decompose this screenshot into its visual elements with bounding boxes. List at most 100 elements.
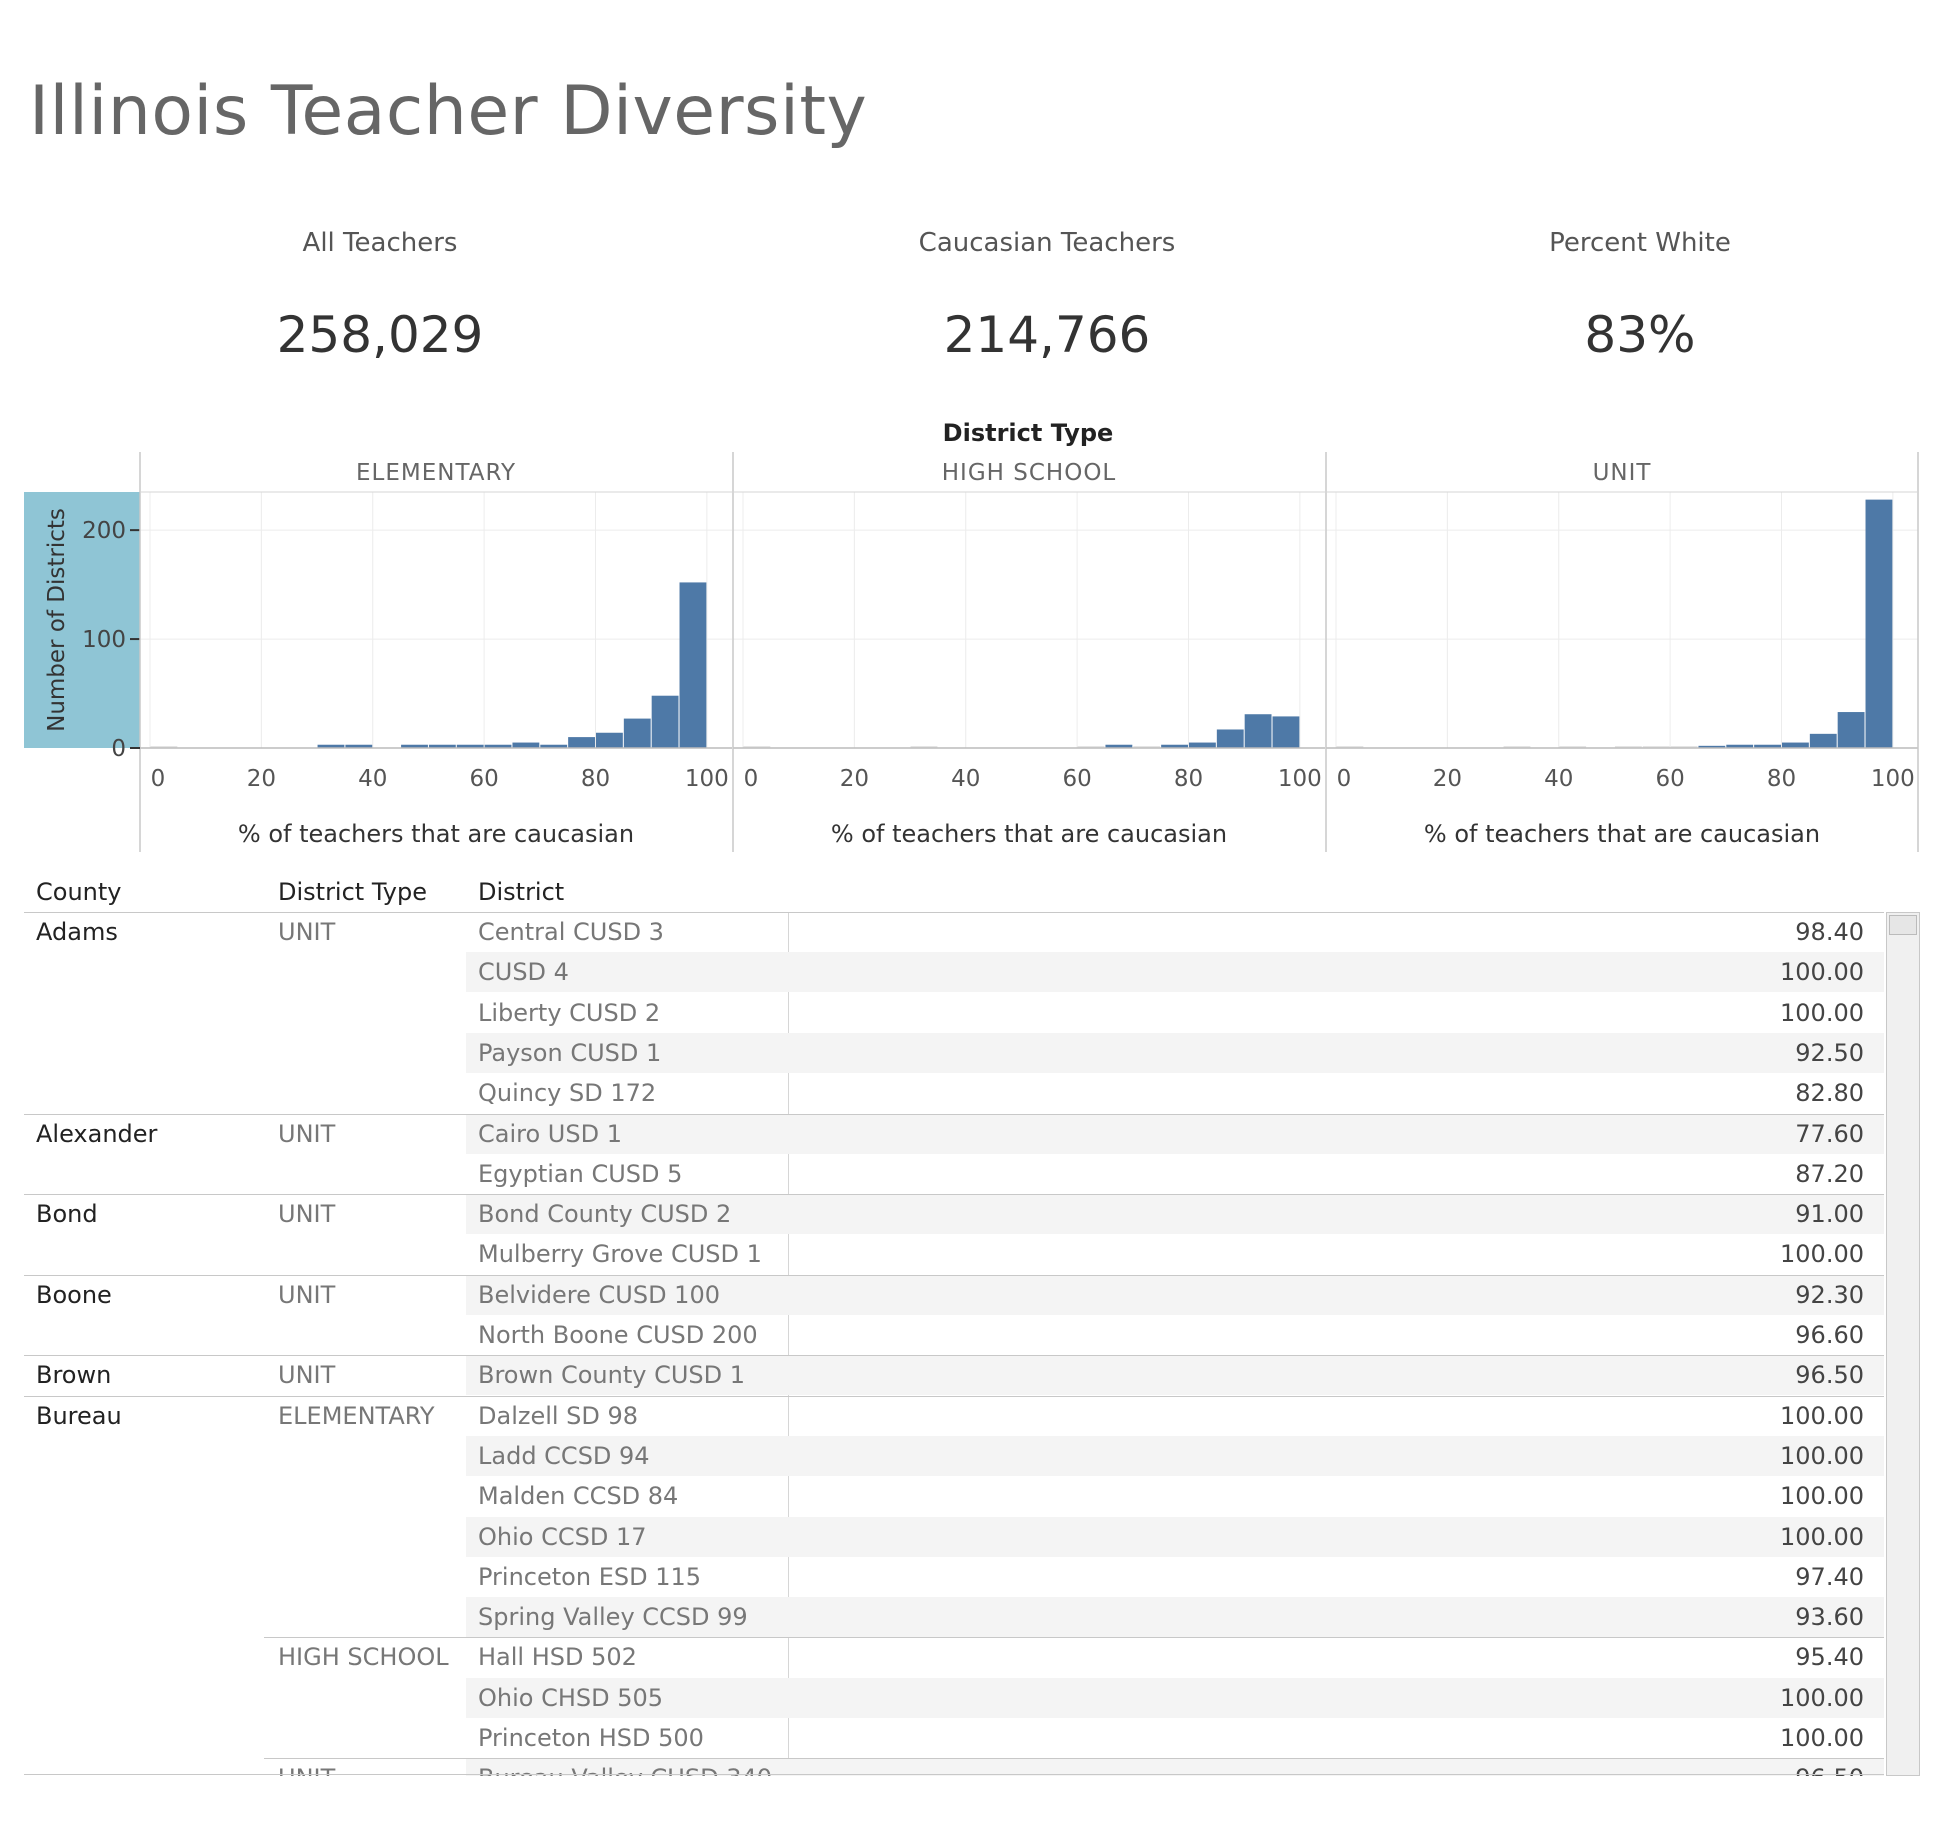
district-cell: Princeton ESD 115	[478, 1562, 702, 1591]
row-band	[466, 1516, 1884, 1557]
district-type-cell: UNIT	[278, 1119, 336, 1148]
x-tick-label: 100	[685, 766, 729, 792]
row-band	[466, 1194, 1884, 1235]
scrollbar-thumb[interactable]	[1889, 915, 1917, 935]
district-cell: Bureau Valley CUSD 340	[478, 1758, 772, 1776]
district-cell: Liberty CUSD 2	[478, 998, 661, 1027]
y-tick-label: 200	[82, 518, 126, 544]
histogram-bar	[1503, 746, 1531, 748]
table-row[interactable]: Ohio CHSD 505 100.00	[24, 1677, 1884, 1718]
table-row[interactable]: Malden CCSD 84 100.00	[24, 1476, 1884, 1516]
table-row[interactable]: Princeton ESD 115 97.40	[24, 1557, 1884, 1597]
district-cell: Mulberry Grove CUSD 1	[478, 1240, 762, 1269]
percent-value-cell: 100.00	[1780, 1522, 1864, 1551]
table-row[interactable]: Quincy SD 172 82.80	[24, 1073, 1884, 1113]
y-tick-label: 0	[111, 736, 126, 762]
county-cell: Bureau	[36, 1401, 122, 1430]
table-row[interactable]: Brown UNIT Brown County CUSD 1 96.50	[24, 1355, 1884, 1396]
x-tick-label: 20	[1433, 766, 1462, 792]
facet-title: District Type	[943, 419, 1114, 447]
column-header-district[interactable]: District	[478, 878, 565, 906]
histogram-bar	[1754, 744, 1781, 748]
percent-value-cell: 87.20	[1795, 1159, 1864, 1188]
table-row[interactable]: Liberty CUSD 2 100.00	[24, 993, 1884, 1033]
type-group-separator	[264, 1758, 1884, 1760]
district-type-cell: UNIT	[278, 1200, 336, 1229]
table-row[interactable]: Adams UNIT Central CUSD 3 98.40	[24, 912, 1884, 952]
county-cell: Alexander	[36, 1119, 158, 1148]
district-type-cell: UNIT	[278, 1361, 336, 1390]
x-tick-label: 100	[1278, 766, 1322, 792]
column-header-district-type[interactable]: District Type	[278, 878, 427, 906]
histogram-bar	[1698, 745, 1726, 748]
histogram-bar	[1670, 746, 1698, 748]
panel-header-unit: UNIT	[1593, 460, 1652, 486]
table-row[interactable]: Bureau ELEMENTARY Dalzell SD 98 100.00	[24, 1396, 1884, 1436]
table-row[interactable]: HIGH SCHOOL Hall HSD 502 95.40	[24, 1637, 1884, 1677]
district-cell: Ohio CCSD 17	[478, 1522, 647, 1551]
percent-value-cell: 100.00	[1780, 1683, 1864, 1712]
histogram-bar	[1244, 714, 1272, 748]
district-type-cell: UNIT	[278, 1280, 336, 1309]
district-cell: Princeton HSD 500	[478, 1724, 704, 1752]
county-group-separator	[24, 1355, 1884, 1357]
histogram-bar	[484, 744, 512, 748]
histogram-bar	[401, 744, 428, 748]
district-cell: Quincy SD 172	[478, 1079, 657, 1108]
table-row[interactable]: North Boone CUSD 200 96.60	[24, 1315, 1884, 1355]
percent-value-cell: 97.40	[1795, 1562, 1864, 1591]
county-cell: Adams	[36, 918, 118, 946]
district-type-cell: ELEMENTARY	[278, 1401, 435, 1430]
table-row[interactable]: Boone UNIT Belvidere CUSD 100 92.30	[24, 1274, 1884, 1315]
percent-value-cell: 96.50	[1795, 1361, 1864, 1390]
histogram-bar	[743, 746, 771, 748]
district-cell: Belvidere CUSD 100	[478, 1280, 720, 1309]
row-separator	[24, 912, 1884, 913]
row-band	[466, 1396, 1884, 1436]
row-band	[466, 1476, 1884, 1516]
histogram-bar	[1216, 729, 1244, 748]
row-band	[466, 1597, 1884, 1638]
histogram-bar	[1614, 746, 1642, 748]
percent-value-cell: 100.00	[1780, 998, 1864, 1027]
histogram-bar	[345, 744, 373, 748]
vertical-scrollbar[interactable]	[1886, 912, 1920, 1776]
county-group-separator	[24, 1113, 1884, 1115]
table-row[interactable]: Spring Valley CCSD 99 93.60	[24, 1597, 1884, 1638]
x-tick-label: 0	[151, 766, 166, 792]
histogram-bar	[150, 746, 178, 748]
histogram-bar	[1133, 746, 1161, 748]
table-row[interactable]: Ladd CCSD 94 100.00	[24, 1435, 1884, 1476]
column-divider	[788, 912, 789, 1776]
table-row[interactable]: Ohio CCSD 17 100.00	[24, 1516, 1884, 1557]
percent-value-cell: 77.60	[1795, 1119, 1864, 1148]
column-header-county[interactable]: County	[36, 878, 122, 906]
district-cell: Hall HSD 502	[478, 1643, 637, 1672]
table-row[interactable]: Bond UNIT Bond County CUSD 2 91.00	[24, 1194, 1884, 1235]
table-row[interactable]: Egyptian CUSD 5 87.20	[24, 1154, 1884, 1194]
table-row[interactable]: CUSD 4 100.00	[24, 952, 1884, 993]
row-band	[466, 1032, 1884, 1073]
histogram-bar	[1809, 733, 1837, 748]
district-cell: Egyptian CUSD 5	[478, 1159, 683, 1188]
county-group-separator	[24, 1395, 1884, 1397]
histogram-bar	[568, 737, 595, 748]
district-type-cell: UNIT	[278, 918, 336, 946]
kpi-value: 83%	[1584, 306, 1696, 364]
district-cell: Brown County CUSD 1	[478, 1361, 745, 1390]
table-body: Adams UNIT Central CUSD 3 98.40 CUSD 4 100.00…	[24, 912, 1920, 1776]
table-row[interactable]: Alexander UNIT Cairo USD 1 77.60	[24, 1113, 1884, 1154]
table-row[interactable]: Payson CUSD 1 92.50	[24, 1032, 1884, 1073]
histogram-bar	[651, 695, 679, 748]
row-band	[466, 1274, 1884, 1315]
histogram-bar	[1559, 746, 1587, 748]
table-row[interactable]: Mulberry Grove CUSD 1 100.00	[24, 1234, 1884, 1274]
table-row[interactable]: Princeton HSD 500 100.00	[24, 1718, 1884, 1758]
histogram-bar	[1837, 712, 1865, 748]
percent-value-cell: 96.50	[1795, 1758, 1864, 1776]
table-bottom-border	[24, 1774, 1884, 1775]
district-cell: North Boone CUSD 200	[478, 1321, 758, 1349]
county-cell: Boone	[36, 1280, 112, 1309]
table-row[interactable]: UNIT Bureau Valley CUSD 340 96.50	[24, 1758, 1884, 1776]
